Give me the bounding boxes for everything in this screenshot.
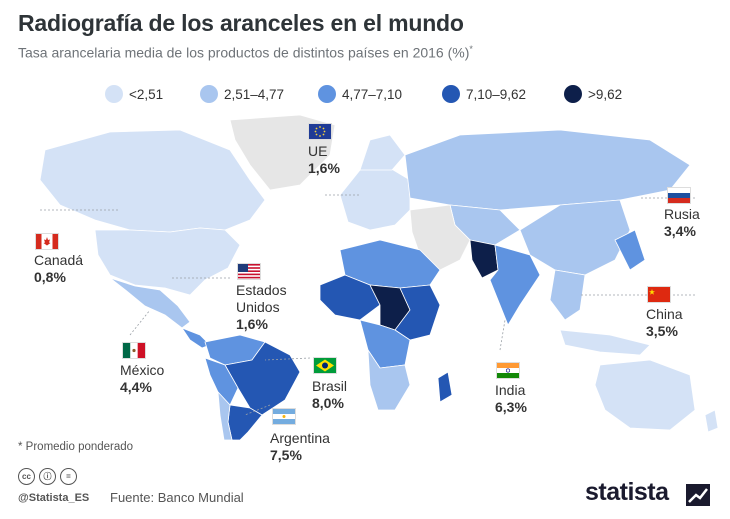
map-region-mexico [109, 277, 191, 329]
callout-mexico-value: 4,4% [120, 379, 152, 395]
mexico-flag-icon [122, 342, 146, 359]
canada-flag-icon [35, 233, 59, 250]
eu-flag-icon [308, 123, 332, 140]
legend-swatch-2 [200, 85, 218, 103]
callout-canada: Canadá 0,8% [34, 252, 83, 286]
map-region-australia [594, 359, 696, 431]
callout-india-name: India [495, 382, 526, 398]
brazil-flag-icon [313, 357, 337, 374]
legend-item-4: 7,10–9,62 [442, 83, 526, 105]
map-region-west-africa [319, 274, 381, 321]
callout-eu-name: UE [308, 143, 328, 159]
callout-brazil: Brasil 8,0% [312, 378, 347, 412]
callout-india-value: 6,3% [495, 399, 527, 415]
callout-argentina-value: 7,5% [270, 447, 302, 463]
callout-mexico-name: México [120, 362, 165, 378]
map-region-europe [339, 164, 411, 231]
callout-china-value: 3,5% [646, 323, 678, 339]
callout-usa: Estados Unidos 1,6% [236, 282, 287, 333]
india-flag-icon [496, 362, 520, 379]
map-region-new-zealand [704, 409, 719, 433]
map-region-usa [94, 227, 241, 296]
callout-russia: Rusia 3,4% [664, 206, 700, 240]
legend-swatch-3 [318, 85, 336, 103]
map-region-korea-japan [614, 229, 646, 271]
social-handle: @Statista_ES [18, 492, 90, 504]
map-region-pakistan [469, 239, 499, 279]
callout-usa-value: 1,6% [236, 316, 268, 332]
legend: <2,51 2,51–4,77 4,77–7,10 7,10–9,62 >9,6… [0, 83, 730, 107]
statista-logo-icon [686, 484, 710, 506]
legend-label-1: <2,51 [129, 86, 164, 102]
legend-item-1: <2,51 [105, 83, 163, 105]
callout-mexico: México 4,4% [120, 362, 164, 396]
map-region-east-africa [394, 284, 441, 341]
map-region-southeast-asia [549, 269, 586, 321]
legend-swatch-5 [564, 85, 582, 103]
chart-subtitle: Tasa arancelaria media de los productos … [18, 44, 473, 61]
china-flag-icon [647, 286, 671, 303]
map-region-middle-east [409, 204, 471, 271]
map-region-indonesia [559, 329, 651, 356]
subtitle-text: Tasa arancelaria media de los productos … [18, 44, 470, 61]
world-map [39, 114, 719, 440]
leader-lines [40, 194, 695, 416]
callout-eu: UE 1,6% [308, 143, 340, 177]
legend-item-2: 2,51–4,77 [200, 83, 284, 105]
legend-swatch-1 [105, 85, 123, 103]
callout-eu-value: 1,6% [308, 160, 340, 176]
legend-label-3: 4,77–7,10 [342, 86, 403, 102]
footnote: * Promedio ponderado [18, 441, 134, 453]
map-region-russia [404, 129, 691, 211]
callout-china-name: China [646, 306, 683, 322]
argentina-flag-icon [272, 408, 296, 425]
statista-logo: statista [585, 478, 669, 506]
map-region-southern-africa [367, 348, 411, 411]
map-region-india [489, 244, 541, 326]
attribution-icon: ⓘ [39, 468, 56, 485]
legend-swatch-4 [442, 85, 460, 103]
map-region-brazil [224, 341, 301, 416]
callout-usa-name-line2: Unidos [236, 299, 280, 315]
leader-mexico [129, 309, 151, 336]
chart-title: Radiografía de los aranceles en el mundo [18, 10, 464, 36]
callout-brazil-value: 8,0% [312, 395, 344, 411]
source-note: Fuente: Banco Mundial [110, 490, 244, 505]
callout-china: China 3,5% [646, 306, 683, 340]
map-region-scandinavia [359, 134, 406, 171]
legend-item-3: 4,77–7,10 [318, 83, 402, 105]
legend-label-4: 7,10–9,62 [466, 86, 527, 102]
leader-brazil [264, 357, 311, 361]
license-icons: cc ⓘ = [18, 468, 77, 485]
callout-argentina: Argentina 7,5% [270, 430, 330, 464]
callout-russia-value: 3,4% [664, 223, 696, 239]
callout-canada-value: 0,8% [34, 269, 66, 285]
leader-argentina [244, 404, 271, 416]
legend-label-5: >9,62 [588, 86, 623, 102]
map-region-china [519, 199, 631, 276]
callout-brazil-name: Brasil [312, 378, 348, 394]
russia-flag-icon [667, 187, 691, 204]
legend-label-2: 2,51–4,77 [224, 86, 285, 102]
callout-russia-name: Rusia [664, 206, 700, 222]
subtitle-asterisk: * [469, 44, 473, 54]
map-region-chile [217, 390, 233, 440]
cc-icon: cc [18, 468, 35, 485]
usa-flag-icon [237, 263, 261, 280]
callout-usa-name-line1: Estados [236, 282, 287, 298]
callout-argentina-name: Argentina [270, 430, 330, 446]
map-region-canada [39, 129, 266, 233]
leader-india [499, 319, 506, 351]
map-region-madagascar [437, 371, 453, 403]
callout-india: India 6,3% [495, 382, 527, 416]
callout-canada-name: Canadá [34, 252, 84, 268]
legend-item-5: >9,62 [564, 83, 622, 105]
no-derivatives-icon: = [60, 468, 77, 485]
